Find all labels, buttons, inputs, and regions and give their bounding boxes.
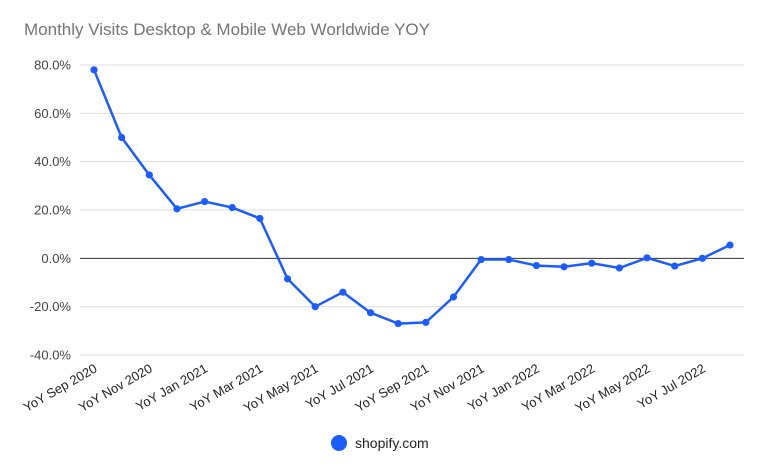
data-point[interactable] bbox=[698, 254, 706, 262]
data-point[interactable] bbox=[615, 264, 623, 272]
data-point[interactable] bbox=[311, 303, 319, 311]
data-point[interactable] bbox=[726, 241, 734, 249]
data-point[interactable] bbox=[422, 318, 430, 326]
data-point[interactable] bbox=[145, 171, 153, 179]
grid bbox=[80, 64, 744, 356]
data-point[interactable] bbox=[366, 309, 375, 317]
data-point[interactable] bbox=[118, 133, 126, 142]
y-tick-label: 60.0% bbox=[34, 106, 71, 121]
data-point[interactable] bbox=[671, 262, 679, 270]
legend[interactable]: shopify.com bbox=[331, 435, 429, 451]
y-tick-label: 0.0% bbox=[41, 251, 71, 266]
data-point[interactable] bbox=[173, 205, 181, 213]
data-point[interactable] bbox=[560, 263, 568, 271]
data-point[interactable] bbox=[532, 261, 541, 270]
data-point[interactable] bbox=[228, 203, 236, 212]
series-layer bbox=[90, 66, 734, 328]
y-tick-label: -40.0% bbox=[30, 348, 72, 363]
y-tick-label: 80.0% bbox=[34, 58, 71, 73]
data-point[interactable] bbox=[588, 259, 596, 267]
data-point[interactable] bbox=[283, 275, 292, 283]
y-axis-ticks: 80.0% 60.0% 40.0% 20.0% 0.0% -20.0% -40.0% bbox=[30, 58, 72, 363]
data-point[interactable] bbox=[201, 197, 209, 206]
y-tick-label: -20.0% bbox=[30, 299, 72, 314]
data-point[interactable] bbox=[90, 66, 98, 74]
chart-title: Monthly Visits Desktop & Mobile Web Worl… bbox=[24, 20, 430, 39]
legend-marker-icon bbox=[331, 435, 347, 451]
data-point[interactable] bbox=[505, 255, 513, 264]
data-point[interactable] bbox=[643, 254, 651, 262]
data-point[interactable] bbox=[339, 288, 347, 296]
legend-label: shopify.com bbox=[355, 435, 429, 451]
y-tick-label: 20.0% bbox=[34, 203, 71, 218]
data-point[interactable] bbox=[394, 319, 402, 328]
data-point[interactable] bbox=[477, 255, 485, 264]
series-line bbox=[92, 69, 731, 325]
y-tick-label: 40.0% bbox=[34, 154, 71, 169]
data-point[interactable] bbox=[449, 293, 458, 301]
data-point[interactable] bbox=[256, 214, 264, 223]
